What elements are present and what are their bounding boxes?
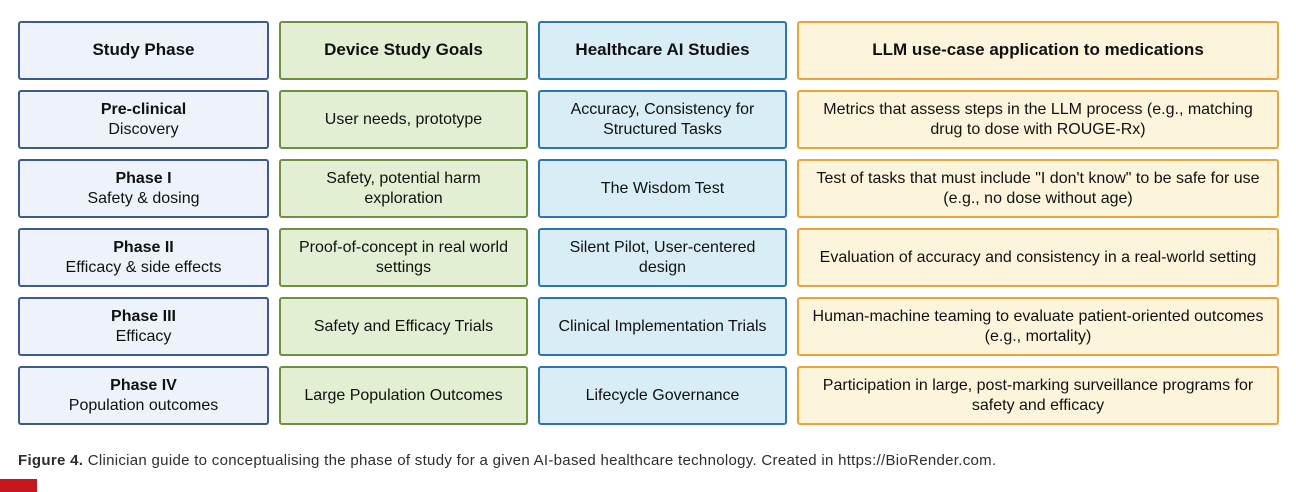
figure-caption-label: Figure 4. <box>18 452 84 469</box>
phase-title: Phase IV <box>110 376 177 394</box>
study-phase-cell: Phase III Efficacy <box>18 297 269 356</box>
figure-caption-text: Clinician guide to conceptualising the p… <box>87 452 997 469</box>
header-llm-use-case: LLM use-case application to medications <box>797 21 1279 80</box>
figure-caption: Figure 4. Clinician guide to conceptuali… <box>18 452 996 469</box>
phase-subtitle: Safety & dosing <box>87 189 200 207</box>
study-phase-cell: Phase I Safety & dosing <box>18 159 269 218</box>
ai-studies-cell: Clinical Implementation Trials <box>538 297 787 356</box>
phase-title: Phase I <box>115 169 172 187</box>
llm-use-cell: Human-machine teaming to evaluate patien… <box>797 297 1279 356</box>
study-phase-cell: Pre-clinical Discovery <box>18 90 269 149</box>
phase-title: Phase II <box>113 238 174 256</box>
ai-studies-cell: Silent Pilot, User-centered design <box>538 228 787 287</box>
study-phase-cell: Phase IV Population outcomes <box>18 366 269 425</box>
page-footer-red-bar <box>0 479 37 492</box>
device-goals-cell: Safety and Efficacy Trials <box>279 297 528 356</box>
device-goals-cell: User needs, prototype <box>279 90 528 149</box>
phase-subtitle: Efficacy <box>115 327 172 345</box>
header-study-phase: Study Phase <box>18 21 269 80</box>
phase-title: Phase III <box>111 307 176 325</box>
header-healthcare-ai-studies: Healthcare AI Studies <box>538 21 787 80</box>
ai-studies-cell: Accuracy, Consistency for Structured Tas… <box>538 90 787 149</box>
phase-subtitle: Discovery <box>108 120 179 138</box>
phase-title: Pre-clinical <box>100 100 187 118</box>
device-goals-cell: Safety, potential harm exploration <box>279 159 528 218</box>
ai-studies-cell: The Wisdom Test <box>538 159 787 218</box>
phase-subtitle: Efficacy & side effects <box>65 258 222 276</box>
study-phase-cell: Phase II Efficacy & side effects <box>18 228 269 287</box>
device-goals-cell: Proof-of-concept in real world settings <box>279 228 528 287</box>
llm-use-cell: Metrics that assess steps in the LLM pro… <box>797 90 1279 149</box>
llm-use-cell: Test of tasks that must include "I don't… <box>797 159 1279 218</box>
phase-comparison-table: Study Phase Device Study Goals Healthcar… <box>18 21 1279 425</box>
llm-use-cell: Evaluation of accuracy and consistency i… <box>797 228 1279 287</box>
phase-subtitle: Population outcomes <box>68 396 219 414</box>
llm-use-cell: Participation in large, post-marking sur… <box>797 366 1279 425</box>
header-device-study-goals: Device Study Goals <box>279 21 528 80</box>
ai-studies-cell: Lifecycle Governance <box>538 366 787 425</box>
device-goals-cell: Large Population Outcomes <box>279 366 528 425</box>
